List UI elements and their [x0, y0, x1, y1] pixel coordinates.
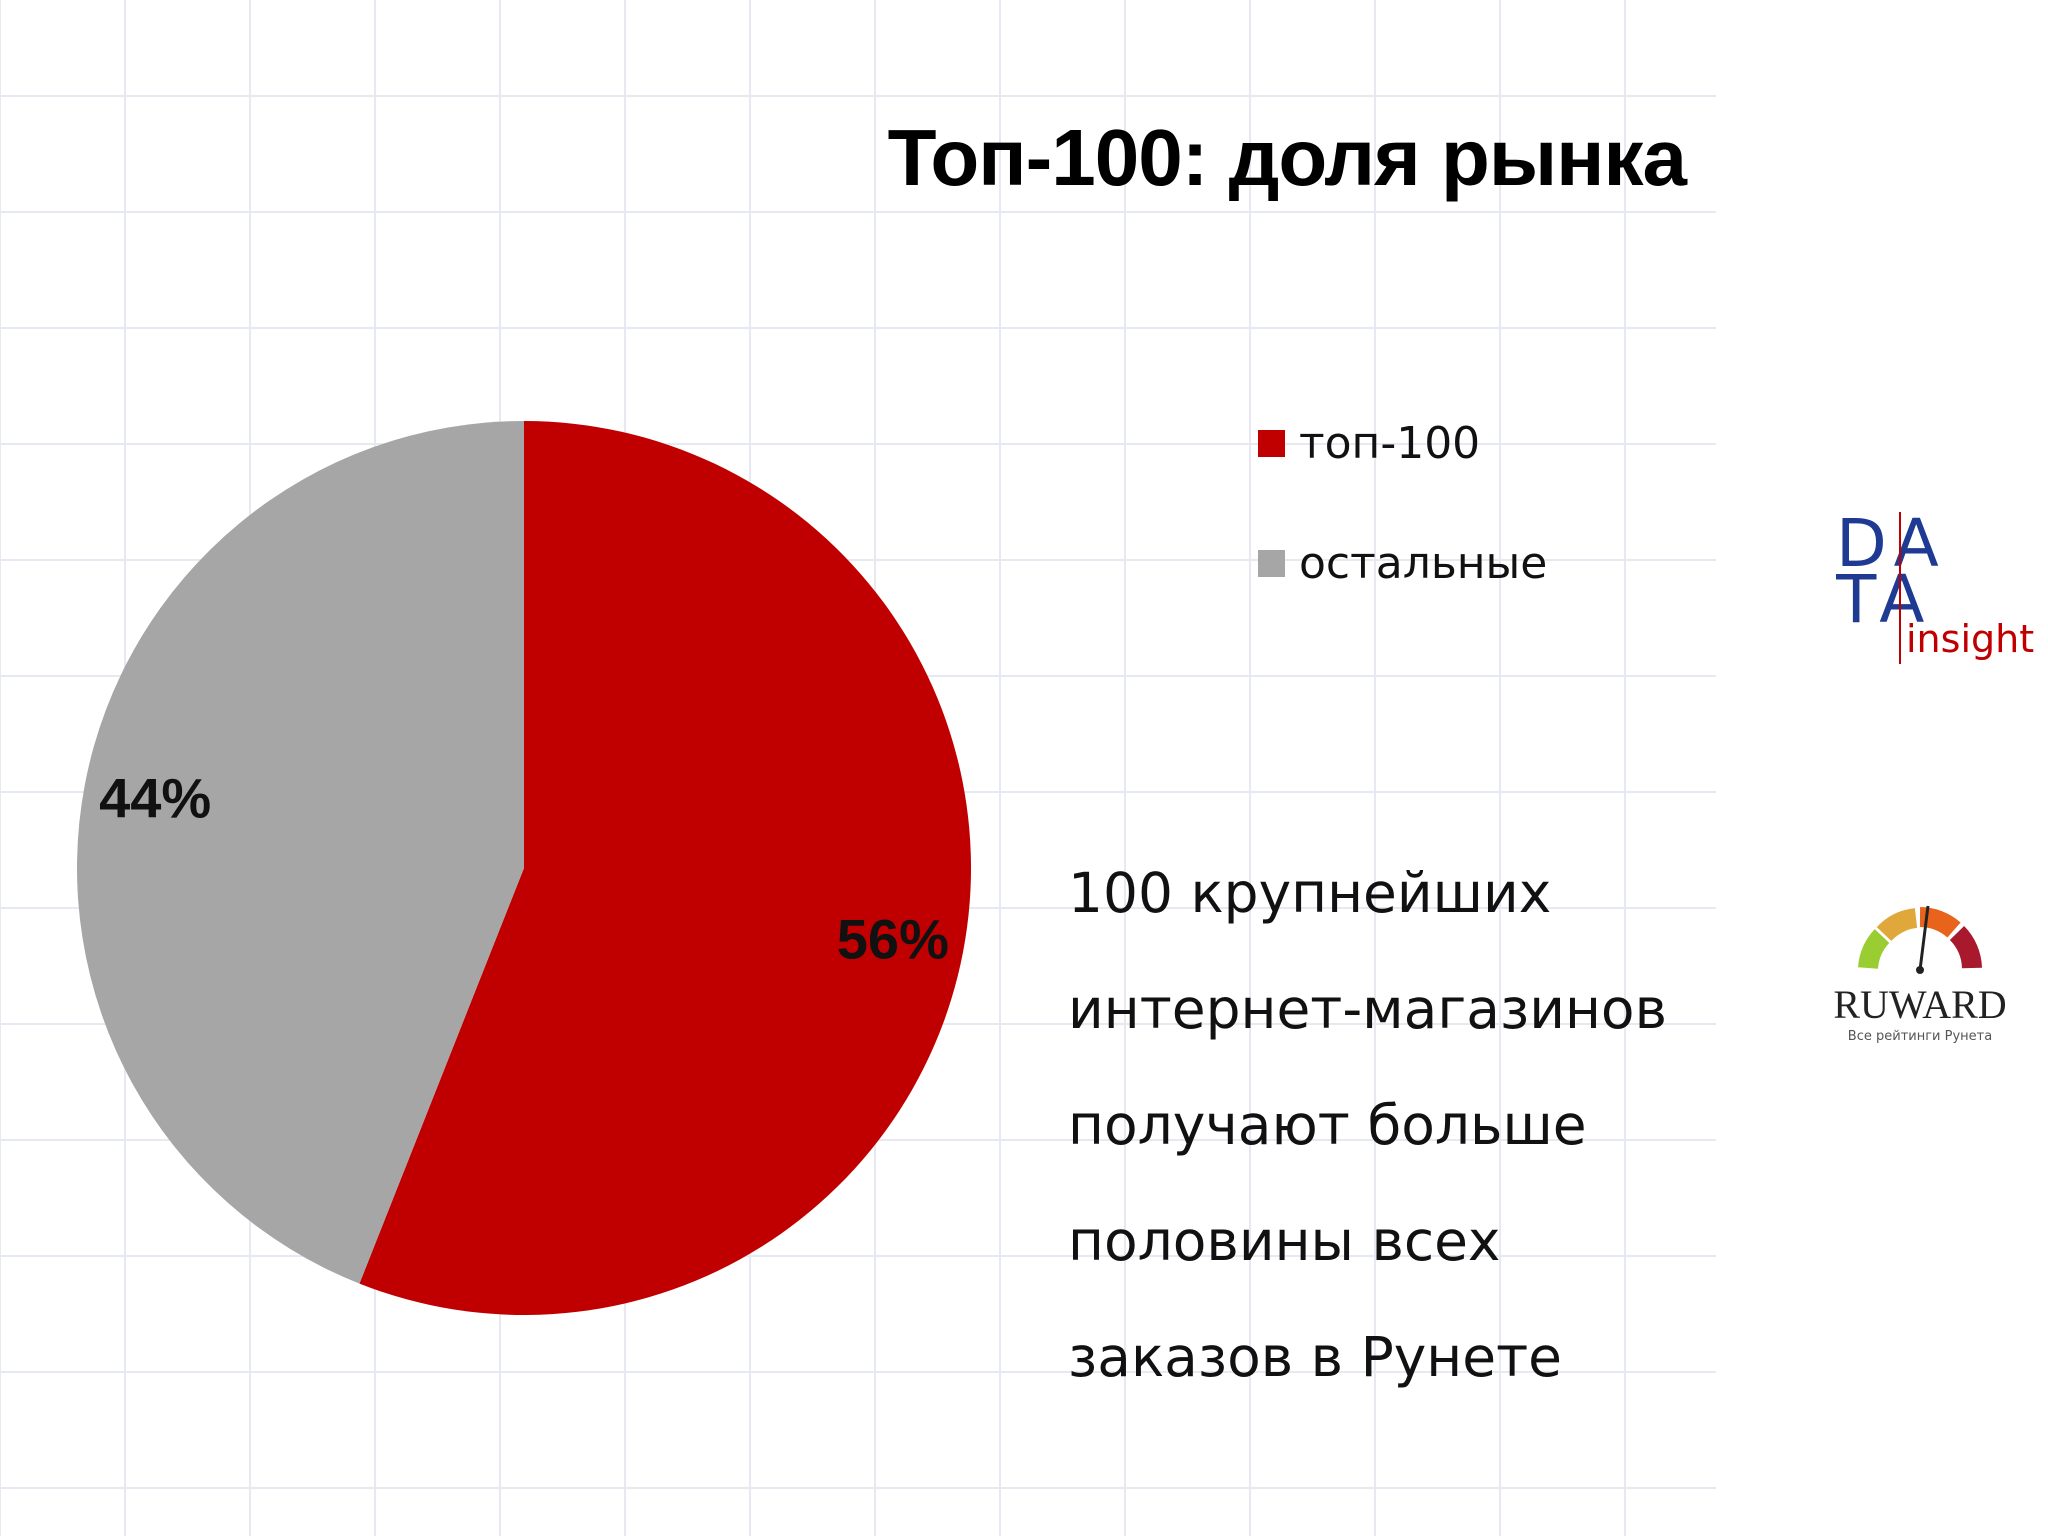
legend-label-others: остальные	[1299, 537, 1548, 589]
chart-title: Топ-100: доля рынка	[887, 113, 1687, 202]
ruward-gauge-needle	[1918, 905, 1930, 971]
logo-data-line1: DA	[1836, 505, 1947, 582]
pie-slice-0	[359, 421, 971, 1315]
legend-swatch-top100	[1258, 429, 1285, 457]
ruward-logo: RUWARD Все рейтинги Рунета	[1833, 905, 2007, 1044]
legend-swatch-others	[1258, 549, 1285, 577]
ruward-gauge-orange	[1919, 907, 1961, 938]
background-grid	[0, 0, 1716, 1536]
note-line: получают больше	[1068, 1093, 1587, 1157]
logo-data-line2: TA	[1836, 561, 1932, 638]
pie-label-0: 56%	[837, 907, 949, 970]
ruward-gauge-red	[1949, 925, 1982, 969]
pie-label-1: 44%	[99, 767, 211, 830]
legend: топ-100 остальные	[1258, 414, 1547, 654]
legend-item-others: остальные	[1258, 534, 1547, 592]
data-insight-logo: DA TA insight	[1836, 505, 2034, 664]
note-line: заказов в Рунете	[1068, 1325, 1562, 1389]
ruward-gauge-amber	[1876, 908, 1918, 942]
pie-slice-1	[77, 421, 525, 1284]
ruward-gauge-green	[1858, 929, 1890, 970]
note-text: 100 крупнейших интернет-магазинов получа…	[1068, 835, 1708, 1415]
note-line: половины всех	[1068, 1209, 1501, 1273]
ruward-tagline: Все рейтинги Рунета	[1848, 1029, 1992, 1044]
pie-chart: 56% 44%	[77, 421, 971, 1315]
logo-data-sub: insight	[1906, 617, 2034, 661]
legend-item-top100: топ-100	[1258, 414, 1547, 472]
legend-label-top100: топ-100	[1299, 417, 1481, 469]
ruward-name: RUWARD	[1833, 982, 2006, 1027]
note-line: интернет-магазинов	[1068, 977, 1667, 1041]
note-line: 100 крупнейших	[1068, 861, 1552, 925]
